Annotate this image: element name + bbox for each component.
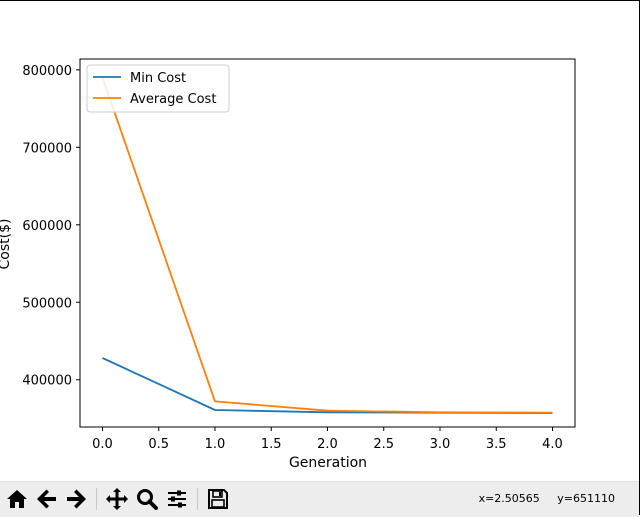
- back-button[interactable]: [34, 485, 60, 513]
- y-axis-label: Cost($): [0, 219, 13, 270]
- x-tick-label: 0.5: [148, 437, 169, 452]
- x-axis-ticks: 0.0 0.5 1.0 1.5 2.0 2.5 3.0 3.5 4.0: [92, 427, 563, 452]
- x-tick-label: 3.5: [486, 437, 507, 452]
- chart: 0.0 0.5 1.0 1.5 2.0 2.5 3.0 3.5 4.0 400000 500000…: [0, 58, 576, 471]
- subplots-icon: [168, 490, 186, 508]
- x-tick-label: 1.0: [205, 437, 226, 452]
- x-tick-label: 3.0: [430, 437, 451, 452]
- x-tick-label: 4.0: [542, 437, 563, 452]
- zoom-button[interactable]: [134, 485, 160, 513]
- y-tick-label: 800000: [22, 64, 72, 79]
- save-button[interactable]: [205, 485, 231, 513]
- navigation-toolbar: x=2.50565 y=651110: [0, 481, 639, 517]
- forward-arrow-icon: [67, 489, 86, 509]
- y-tick-label: 600000: [22, 219, 72, 234]
- series-line-average-cost: [101, 77, 553, 414]
- plot-area: [79, 58, 576, 428]
- subplots-button[interactable]: [164, 485, 190, 513]
- save-icon: [208, 489, 228, 509]
- y-tick-label: 500000: [22, 296, 72, 311]
- x-tick-label: 2.0: [317, 437, 338, 452]
- cursor-coordinates: x=2.50565 y=651110: [465, 492, 615, 505]
- pan-icon: [106, 488, 128, 510]
- axes-frame: [79, 58, 576, 428]
- back-arrow-icon: [37, 489, 56, 509]
- x-tick-label: 2.5: [373, 437, 394, 452]
- legend-label: Min Cost: [130, 71, 186, 86]
- legend: Min Cost Average Cost: [86, 64, 230, 113]
- y-axis-ticks: 400000 500000 600000 700000 800000: [22, 64, 80, 389]
- y-tick-label: 700000: [22, 141, 72, 156]
- y-coordinate-readout: y=651110: [557, 492, 615, 505]
- x-axis-label: Generation: [289, 455, 367, 471]
- series-lines: [101, 77, 553, 415]
- x-coordinate-readout: x=2.50565: [478, 492, 540, 505]
- toolbar-separator: [96, 488, 97, 510]
- home-button[interactable]: [4, 485, 30, 513]
- pan-button[interactable]: [104, 485, 130, 513]
- forward-button[interactable]: [63, 485, 89, 513]
- legend-label: Average Cost: [130, 92, 216, 107]
- x-tick-label: 1.5: [261, 437, 282, 452]
- x-tick-label: 0.0: [92, 437, 113, 452]
- legend-box: [86, 64, 230, 113]
- zoom-icon: [137, 489, 158, 510]
- y-tick-label: 400000: [22, 374, 72, 389]
- home-icon: [7, 490, 27, 508]
- toolbar-separator: [197, 488, 198, 510]
